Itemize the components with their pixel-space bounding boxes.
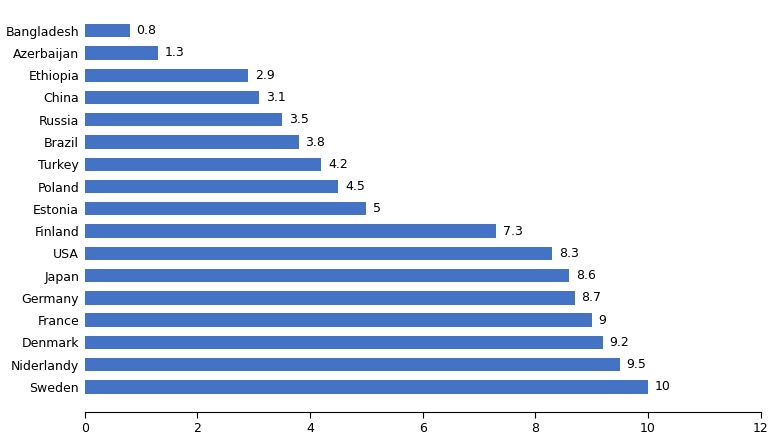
Bar <box>84 24 130 37</box>
Bar <box>84 314 591 327</box>
Bar <box>84 180 338 193</box>
Text: 5: 5 <box>373 202 381 215</box>
Bar <box>84 380 648 393</box>
Text: 9.5: 9.5 <box>626 358 646 371</box>
Text: 2.9: 2.9 <box>255 69 275 82</box>
Bar <box>84 247 552 260</box>
Bar <box>84 113 282 127</box>
Bar <box>84 46 158 60</box>
Text: 8.7: 8.7 <box>581 292 601 304</box>
Bar <box>84 91 259 104</box>
Bar <box>84 291 575 305</box>
Bar <box>84 358 620 371</box>
Bar <box>84 336 603 349</box>
Text: 3.5: 3.5 <box>289 113 309 126</box>
Text: 9.2: 9.2 <box>610 336 629 349</box>
Text: 8.3: 8.3 <box>559 247 579 260</box>
Bar <box>84 157 321 171</box>
Bar <box>84 269 569 282</box>
Bar <box>84 135 299 149</box>
Text: 7.3: 7.3 <box>502 224 522 238</box>
Text: 3.1: 3.1 <box>266 91 286 104</box>
Text: 9: 9 <box>598 314 606 327</box>
Text: 0.8: 0.8 <box>136 24 156 37</box>
Text: 1.3: 1.3 <box>165 46 184 60</box>
Text: 8.6: 8.6 <box>576 269 596 282</box>
Text: 3.8: 3.8 <box>306 135 325 149</box>
Bar <box>84 68 248 82</box>
Text: 4.2: 4.2 <box>328 158 348 171</box>
Bar <box>84 202 366 216</box>
Text: 4.5: 4.5 <box>345 180 365 193</box>
Text: 10: 10 <box>655 381 670 393</box>
Bar <box>84 224 496 238</box>
